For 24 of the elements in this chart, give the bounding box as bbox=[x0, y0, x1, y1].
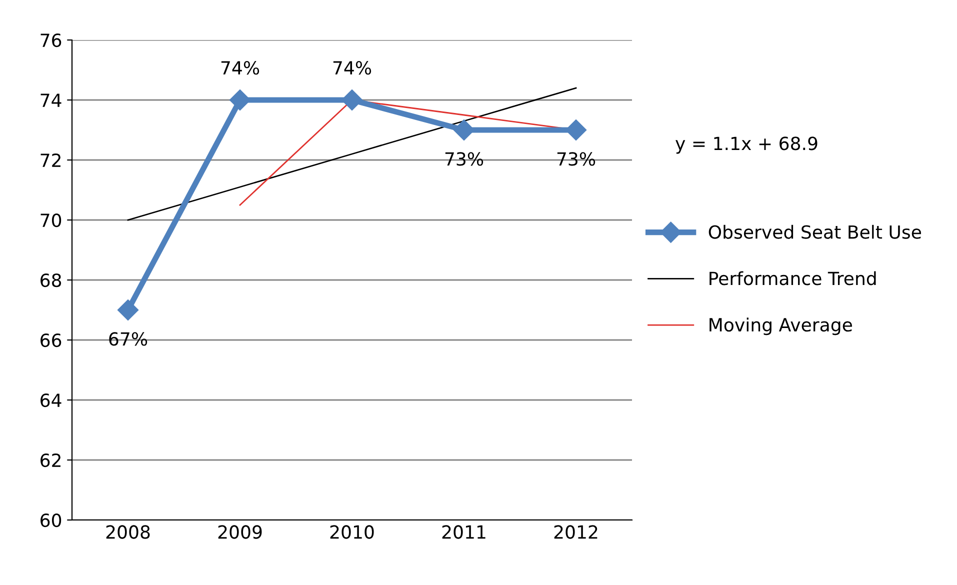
y-tick-label: 76 bbox=[40, 33, 62, 48]
y-tick-label: 70 bbox=[40, 213, 62, 228]
y-tick-label: 62 bbox=[40, 453, 60, 468]
x-tick-label: 2009 bbox=[218, 525, 262, 539]
legend-label: Moving Average bbox=[710, 318, 852, 336]
x-tick-label: 2010 bbox=[330, 525, 374, 539]
y-tick-label: 60 bbox=[40, 513, 62, 528]
y-tick-label: 68 bbox=[40, 273, 62, 288]
x-tick-label: 2012 bbox=[554, 525, 598, 539]
point bbox=[117, 299, 139, 321]
text: y = 1.1x + 68.9 bbox=[676, 136, 818, 154]
y-tick-label: 74 bbox=[40, 94, 62, 107]
data-label: 73% bbox=[445, 152, 484, 166]
y-tick-label: 64 bbox=[40, 393, 62, 408]
x-tick-label: 2008 bbox=[106, 525, 150, 539]
y-tick-label: 66 bbox=[40, 333, 62, 348]
y-tick-label: 72 bbox=[40, 153, 60, 167]
legend-label: Performance Trend bbox=[710, 271, 876, 286]
legend-label: Observed Seat Belt Use bbox=[708, 224, 921, 239]
data-label: 74% bbox=[221, 61, 260, 75]
data-label: 67% bbox=[109, 332, 148, 346]
data-label: 73% bbox=[557, 152, 596, 166]
x-tick-label: 2011 bbox=[442, 525, 486, 539]
data-label: 74% bbox=[333, 61, 372, 75]
